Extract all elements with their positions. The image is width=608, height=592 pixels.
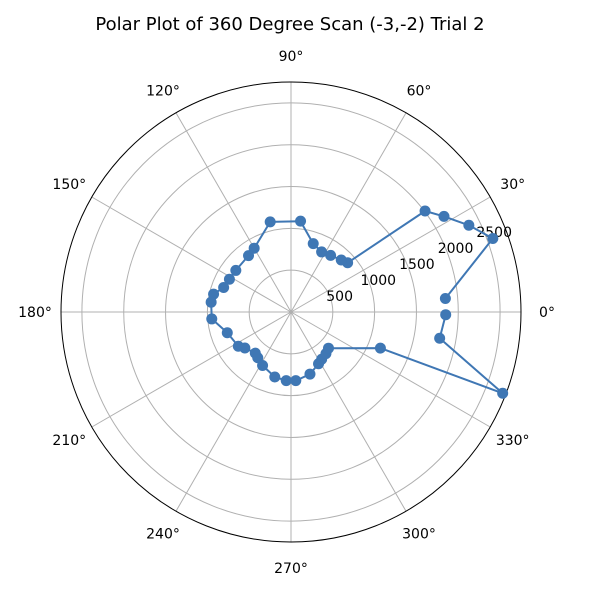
data-point bbox=[497, 387, 509, 399]
theta-tick-label: 120° bbox=[146, 83, 180, 99]
data-point bbox=[290, 375, 302, 387]
data-point bbox=[325, 249, 337, 261]
theta-gridline-4 bbox=[175, 112, 292, 313]
data-point bbox=[248, 242, 260, 254]
theta-gridline-8 bbox=[175, 311, 292, 512]
theta-tick-label: 210° bbox=[52, 433, 86, 449]
theta-tick-label: 240° bbox=[146, 527, 180, 543]
data-point bbox=[374, 342, 386, 354]
data-point bbox=[230, 264, 242, 276]
data-point bbox=[264, 216, 276, 228]
data-point bbox=[419, 205, 431, 217]
data-series bbox=[205, 205, 509, 399]
theta-gridline-5 bbox=[91, 196, 292, 313]
data-point bbox=[257, 359, 269, 371]
data-point bbox=[206, 313, 218, 325]
series-line bbox=[210, 210, 504, 395]
polar-axes: 0° 30° 60° 90° 120° 150° 180° 210° 240° 270° 300° 3… bbox=[18, 49, 555, 577]
theta-gridline-1 bbox=[290, 196, 491, 313]
data-point bbox=[463, 219, 475, 231]
data-point bbox=[439, 292, 451, 304]
data-point bbox=[295, 215, 307, 227]
theta-gridline-7 bbox=[91, 311, 292, 428]
polar-grid bbox=[61, 82, 521, 542]
theta-tick-label: 270° bbox=[274, 561, 308, 577]
data-point bbox=[434, 332, 446, 344]
theta-gridline-10 bbox=[290, 311, 407, 512]
data-point bbox=[440, 309, 452, 321]
r-tick-label: 500 bbox=[326, 289, 353, 305]
theta-tick-label: 60° bbox=[407, 83, 432, 99]
theta-tick-label: 300° bbox=[402, 527, 436, 543]
data-point bbox=[221, 327, 233, 339]
data-point bbox=[269, 371, 281, 383]
theta-tick-label: 0° bbox=[539, 305, 555, 321]
data-point bbox=[239, 342, 251, 354]
data-point bbox=[307, 238, 319, 250]
r-tick-label: 2500 bbox=[476, 225, 512, 241]
theta-tick-label: 30° bbox=[500, 177, 525, 193]
theta-tick-label: 90° bbox=[279, 49, 304, 65]
polar-spine bbox=[60, 81, 522, 543]
data-point bbox=[218, 281, 230, 293]
chart-title: Polar Plot of 360 Degree Scan (-3,-2) Tr… bbox=[95, 14, 485, 35]
data-point bbox=[322, 342, 334, 354]
data-point bbox=[335, 254, 347, 266]
data-point bbox=[280, 375, 292, 387]
theta-gridline-11 bbox=[290, 311, 491, 428]
theta-tick-label: 330° bbox=[496, 433, 530, 449]
r-tick-label: 2000 bbox=[438, 241, 474, 257]
data-point bbox=[438, 210, 450, 222]
r-tick-label: 1500 bbox=[399, 257, 435, 273]
data-point bbox=[487, 233, 499, 245]
data-point bbox=[223, 273, 235, 285]
theta-tick-label: 150° bbox=[52, 177, 86, 193]
data-point bbox=[316, 246, 328, 258]
data-point bbox=[304, 368, 316, 380]
theta-gridline-2 bbox=[290, 112, 407, 313]
r-tick-label: 1000 bbox=[360, 273, 396, 289]
theta-tick-label: 180° bbox=[18, 305, 52, 321]
data-point bbox=[243, 250, 255, 262]
data-point bbox=[205, 296, 217, 308]
